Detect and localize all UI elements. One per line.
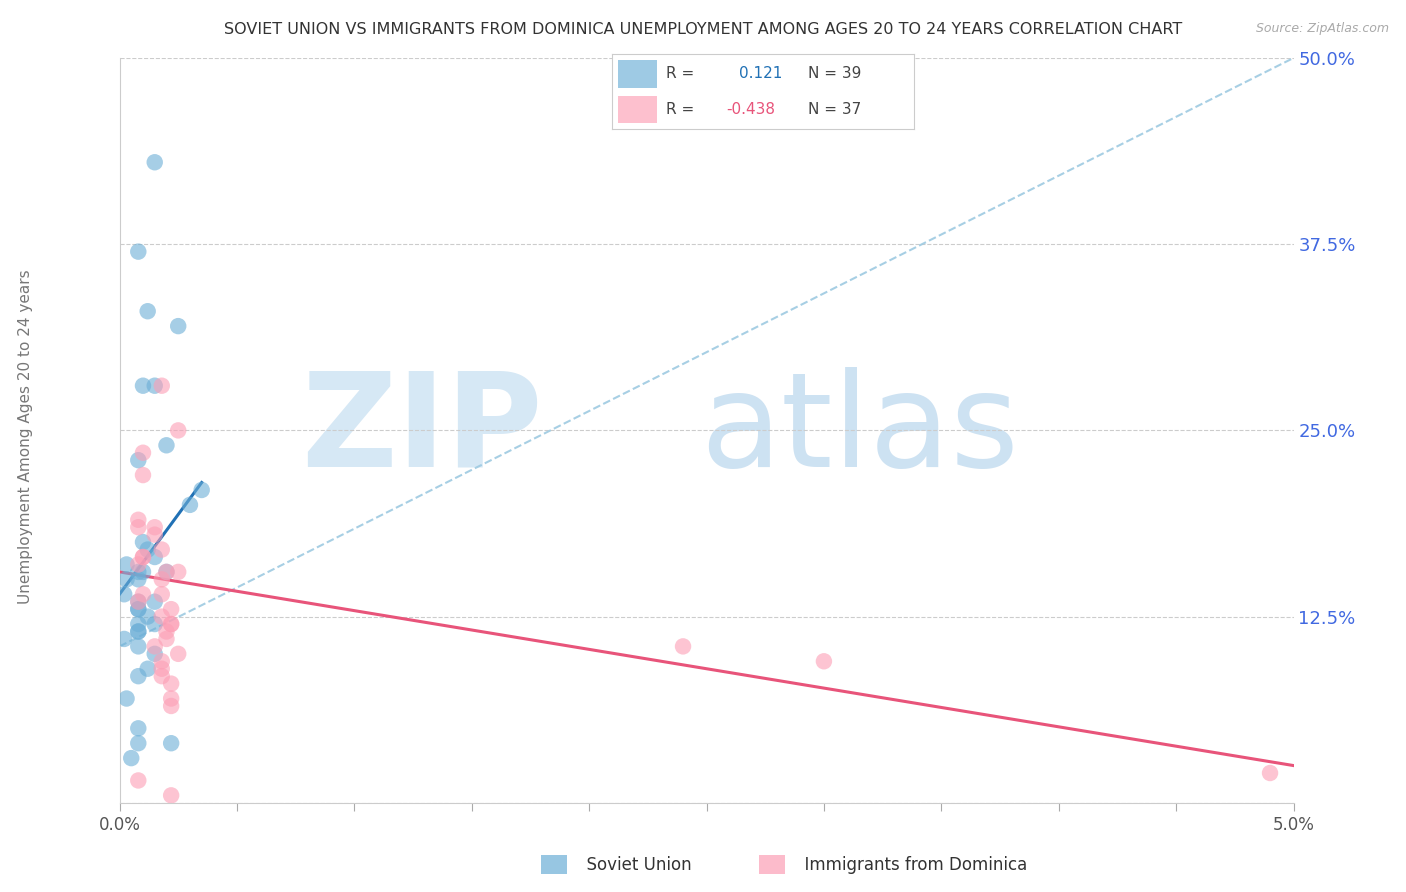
Text: 0.121: 0.121 [738, 66, 782, 81]
Point [115, 573, 138, 587]
Point [127, 640, 149, 654]
Point [132, 378, 155, 392]
Point [150, 662, 173, 676]
Point [136, 304, 159, 318]
Point [160, 698, 183, 713]
Point [160, 691, 183, 706]
Point [150, 587, 173, 601]
Text: N = 39: N = 39 [808, 66, 862, 81]
Point [672, 640, 695, 654]
Point [136, 609, 159, 624]
Point [127, 669, 149, 683]
Point [160, 736, 183, 750]
Point [127, 520, 149, 534]
Point [136, 542, 159, 557]
Text: Soviet Union: Soviet Union [576, 856, 692, 874]
Point [150, 378, 173, 392]
Point [150, 669, 173, 683]
Point [160, 602, 183, 616]
Point [155, 565, 177, 579]
Text: R =: R = [666, 102, 695, 117]
Point [160, 789, 183, 803]
Point [132, 535, 155, 549]
Point [143, 520, 166, 534]
Point [112, 632, 135, 646]
Point [190, 483, 212, 497]
Point [143, 527, 166, 541]
Text: R =: R = [666, 66, 695, 81]
Point [127, 558, 149, 572]
Point [132, 565, 155, 579]
Point [127, 595, 149, 609]
Point [127, 617, 149, 632]
Point [813, 654, 835, 668]
Point [160, 617, 183, 632]
Point [150, 573, 173, 587]
Point [127, 595, 149, 609]
Bar [617, 96, 657, 123]
Point [127, 565, 149, 579]
Point [150, 654, 173, 668]
Point [155, 565, 177, 579]
Point [1258, 766, 1281, 780]
Point [132, 468, 155, 483]
Point [127, 773, 149, 788]
Text: Unemployment Among Ages 20 to 24 years: Unemployment Among Ages 20 to 24 years [18, 269, 32, 605]
Point [127, 624, 149, 639]
Point [150, 542, 173, 557]
Text: Source: ZipAtlas.com: Source: ZipAtlas.com [1256, 22, 1389, 36]
Bar [617, 61, 657, 87]
Point [167, 647, 190, 661]
Point [179, 498, 201, 512]
Point [115, 558, 138, 572]
Point [160, 617, 183, 632]
Text: -0.438: -0.438 [727, 102, 776, 117]
Point [127, 453, 149, 467]
Point [127, 602, 149, 616]
Point [127, 573, 149, 587]
Point [143, 647, 166, 661]
Point [150, 609, 173, 624]
Text: SOVIET UNION VS IMMIGRANTS FROM DOMINICA UNEMPLOYMENT AMONG AGES 20 TO 24 YEARS : SOVIET UNION VS IMMIGRANTS FROM DOMINICA… [224, 22, 1182, 37]
Text: atlas: atlas [700, 367, 1018, 494]
Point [167, 424, 190, 438]
Point [127, 513, 149, 527]
Point [143, 595, 166, 609]
Point [143, 640, 166, 654]
Point [143, 155, 166, 169]
Text: N = 37: N = 37 [808, 102, 862, 117]
Point [127, 721, 149, 735]
Point [143, 378, 166, 392]
Point [132, 587, 155, 601]
Text: ZIP: ZIP [301, 367, 543, 494]
Point [136, 662, 159, 676]
Point [143, 617, 166, 632]
Point [115, 691, 138, 706]
Point [167, 565, 190, 579]
Point [127, 736, 149, 750]
Point [127, 624, 149, 639]
Point [132, 549, 155, 564]
Point [127, 602, 149, 616]
Point [132, 446, 155, 460]
Point [112, 587, 135, 601]
Point [132, 549, 155, 564]
Point [143, 549, 166, 564]
Point [155, 438, 177, 452]
Point [155, 632, 177, 646]
Point [167, 319, 190, 334]
Point [120, 751, 142, 765]
Text: Immigrants from Dominica: Immigrants from Dominica [794, 856, 1028, 874]
Point [160, 676, 183, 690]
Point [127, 244, 149, 259]
Point [155, 624, 177, 639]
